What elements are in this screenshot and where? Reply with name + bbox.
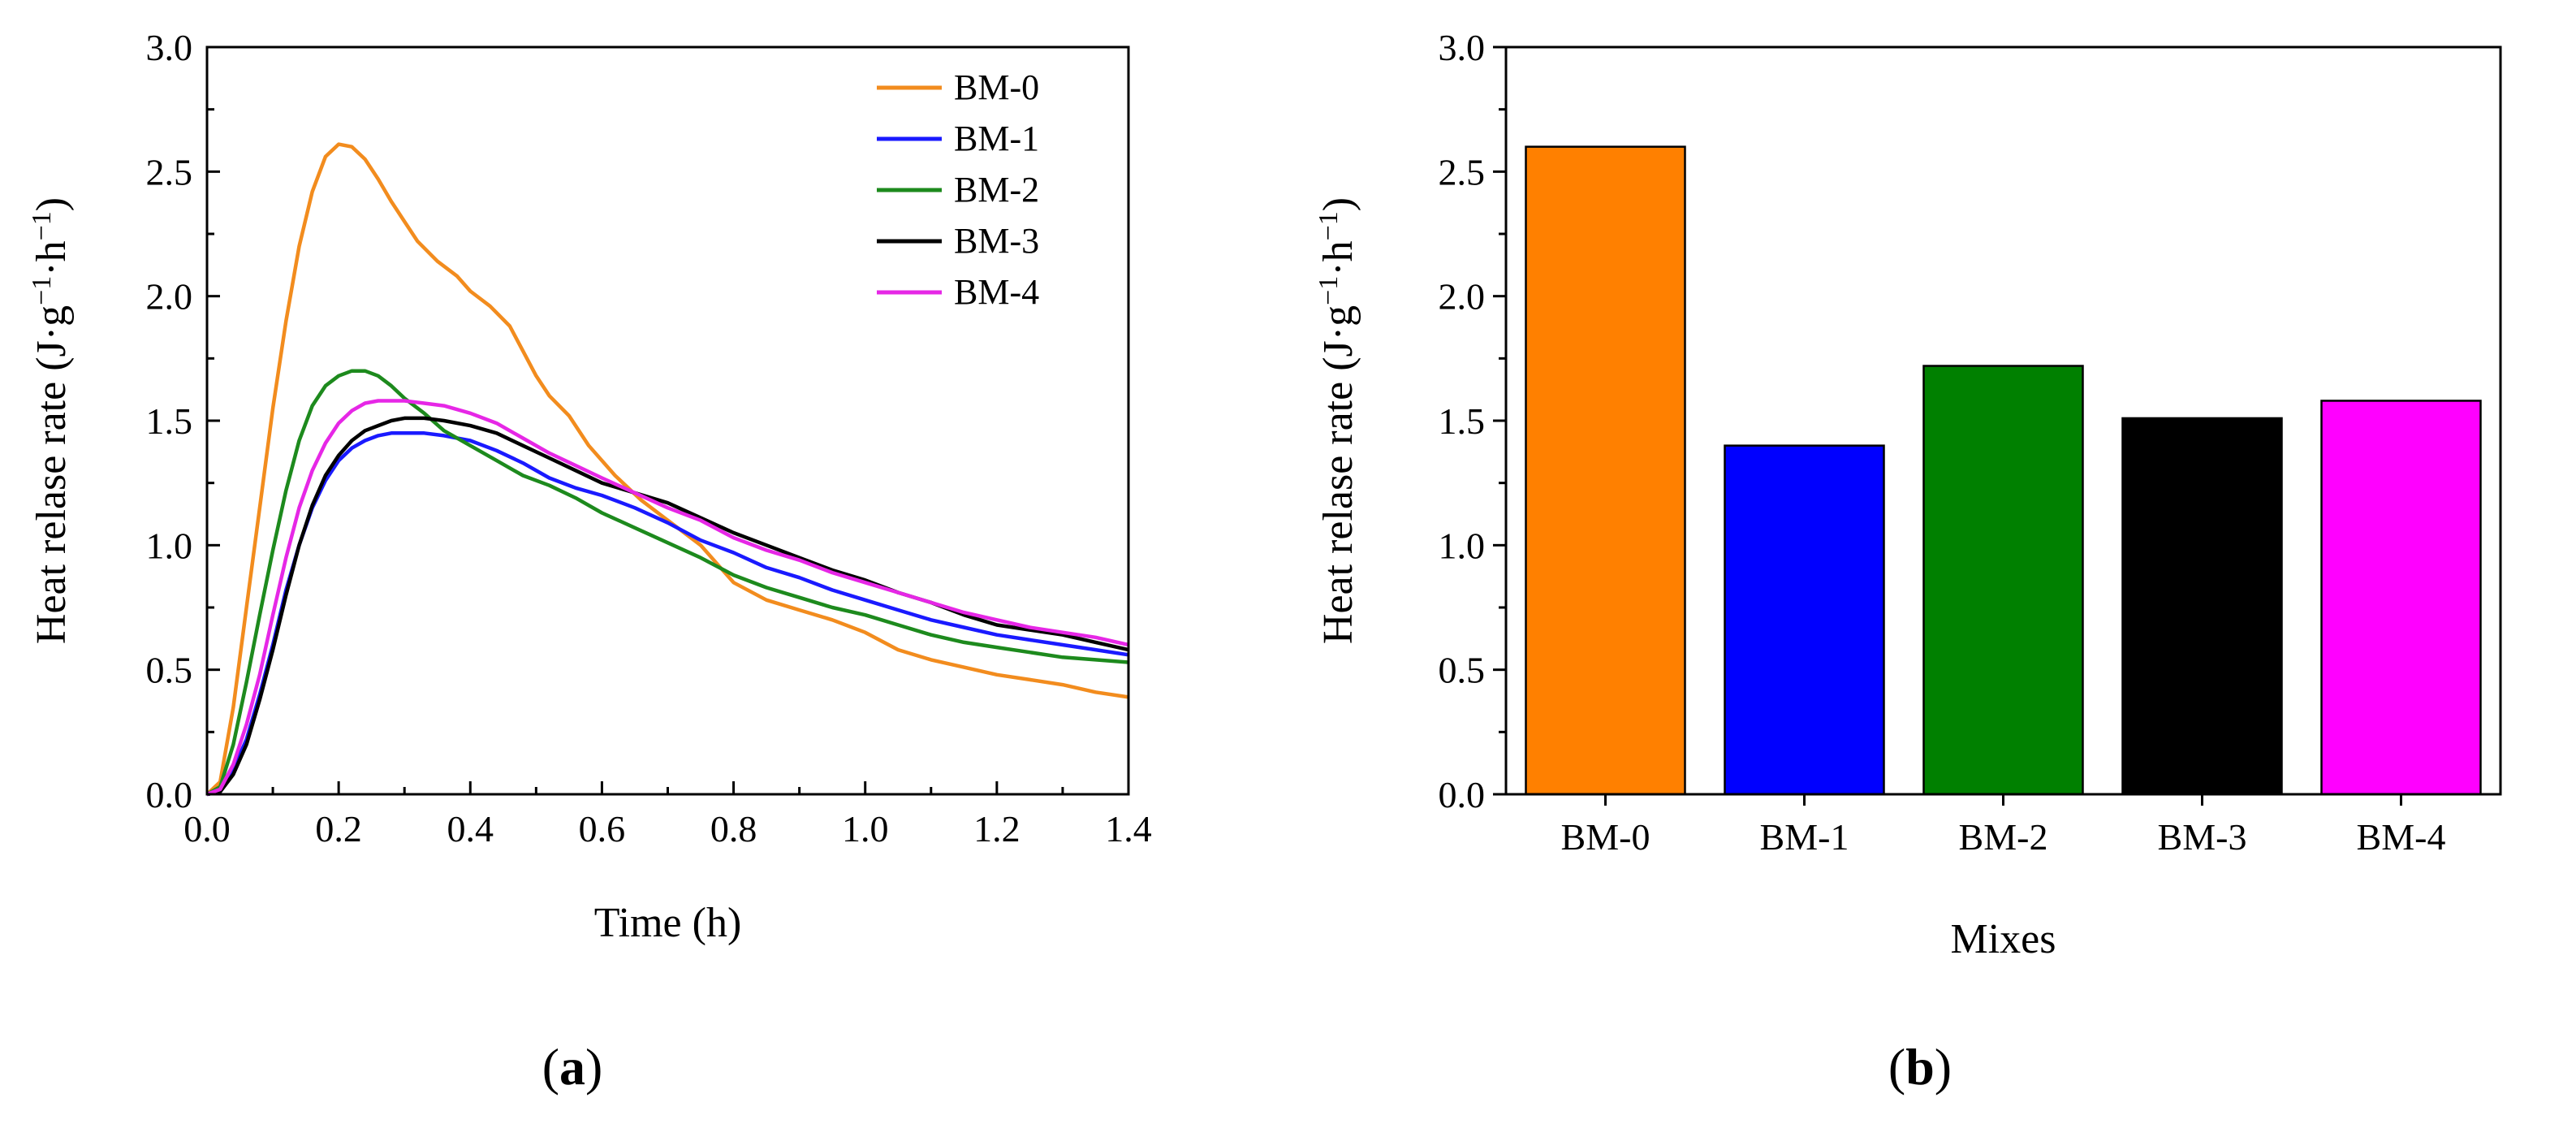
a-y-tick-label: 2.0	[146, 276, 193, 318]
b-x-tick-label: BM-2	[1959, 816, 2048, 858]
a-x-tick-label: 0.2	[315, 808, 362, 849]
panel-label-a-open: (	[542, 1038, 559, 1096]
b-x-axis-label: Mixes	[1951, 916, 2056, 962]
b-bar-bm-2	[1922, 365, 2084, 796]
b-x-tick-label: BM-1	[1760, 816, 1849, 858]
a-y-axis-label-end: )	[28, 197, 75, 211]
b-y-axis-label-sup2: −1	[1314, 211, 1344, 240]
a-x-axis-label: Time (h)	[594, 900, 742, 946]
a-x-tick-label: 0.8	[710, 808, 757, 849]
panel-label-b: (b)	[1888, 1038, 1952, 1096]
b-bar-bm-0	[1525, 145, 1686, 796]
a-y-tick-label: 0.5	[146, 650, 193, 691]
b-y-tick-label: 2.5	[1439, 151, 1486, 192]
b-bar-bm-3	[2121, 417, 2283, 796]
a-x-tick-label: 0.0	[183, 808, 231, 849]
a-y-axis-label-sup2: −1	[27, 211, 57, 240]
a-series-line-bm-0	[205, 142, 1129, 796]
a-x-tick-label: 1.4	[1105, 808, 1152, 849]
a-y-tick-label: 3.0	[146, 27, 193, 68]
b-y-tick-label: 2.0	[1439, 276, 1486, 318]
b-y-axis-label: Heat relase rate (J·g−1·h−1)	[1314, 197, 1362, 644]
b-y-tick-label: 3.0	[1439, 27, 1486, 68]
a-legend-label-bm-3: BM-3	[954, 221, 1039, 261]
a-x-tick-label: 1.2	[973, 808, 1020, 849]
b-y-axis-label-mid: ·h	[1315, 240, 1361, 275]
b-x-tick-label: BM-4	[2357, 816, 2446, 858]
a-y-tick-label: 2.5	[146, 151, 193, 192]
panel-label-a-letter: a	[559, 1038, 585, 1096]
a-y-tick-label: 1.5	[146, 400, 193, 442]
panel-label-b-close: )	[1935, 1038, 1952, 1096]
panel-label-a-close: )	[585, 1038, 602, 1096]
a-y-axis-label-sup1: −1	[27, 276, 57, 305]
a-y-ticks: 0.0 0.5 1.0 1.5 2.0 2.5 3.0	[146, 27, 220, 815]
a-legend-label-bm-0: BM-0	[954, 67, 1039, 107]
a-y-axis-label-mid: ·h	[28, 240, 75, 275]
a-y-axis-label-base: Heat relase rate (J·g	[28, 305, 75, 644]
b-x-ticks: BM-0 BM-1 BM-2 BM-3 BM-4	[1561, 794, 2446, 858]
panel-label-b-letter: b	[1905, 1038, 1935, 1096]
b-y-axis-label-base: Heat relase rate (J·g	[1315, 305, 1361, 644]
a-y-tick-label: 0.0	[146, 774, 193, 815]
a-series-line-bm-4	[206, 399, 1129, 797]
b-bar-bm-1	[1724, 444, 1885, 796]
a-x-tick-label: 0.4	[447, 808, 494, 849]
panel-label-a: (a)	[542, 1038, 603, 1096]
a-legend-label-bm-1: BM-1	[954, 119, 1039, 158]
a-legend-label-bm-2: BM-2	[954, 170, 1039, 210]
b-x-tick-label: BM-3	[2158, 816, 2247, 858]
a-series-line-bm-2	[205, 369, 1129, 796]
a-series-group	[205, 142, 1129, 797]
b-y-tick-label: 1.5	[1439, 400, 1486, 442]
b-bars-group	[1525, 145, 2482, 796]
b-y-ticks: 0.0 0.5 1.0 1.5 2.0 2.5 3.0	[1439, 27, 1506, 815]
a-x-tick-label: 0.6	[579, 808, 626, 849]
a-legend-label-bm-4: BM-4	[954, 272, 1039, 312]
a-legend: BM-0 BM-1 BM-2 BM-3 BM-4	[877, 67, 1039, 312]
a-x-tick-label: 1.0	[842, 808, 889, 849]
a-y-axis-label: Heat relase rate (J·g−1·h−1)	[27, 197, 76, 644]
b-y-tick-label: 0.5	[1439, 650, 1486, 691]
a-x-ticks: 0.0 0.2 0.4 0.6 0.8 1.0 1.2 1.4	[183, 781, 1152, 849]
b-x-tick-label: BM-0	[1561, 816, 1650, 858]
b-bar-bm-4	[2320, 400, 2482, 796]
panel-a-line-chart: 0.0 0.2 0.4 0.6 0.8 1.0 1.2 1.4 0.0 0.5 1.0 1.5 2.0…	[27, 27, 1152, 1096]
b-y-tick-label: 0.0	[1439, 774, 1486, 815]
b-y-axis-label-end: )	[1315, 197, 1361, 211]
a-y-tick-label: 1.0	[146, 525, 193, 566]
b-y-axis-label-sup1: −1	[1314, 276, 1344, 305]
b-y-tick-label: 1.0	[1439, 525, 1486, 566]
panel-b-bar-chart: BM-0 BM-1 BM-2 BM-3 BM-4 0.0 0.5 1.0 1.5 2.0 2.5 3…	[1314, 27, 2502, 1096]
panel-label-b-open: (	[1888, 1038, 1905, 1096]
